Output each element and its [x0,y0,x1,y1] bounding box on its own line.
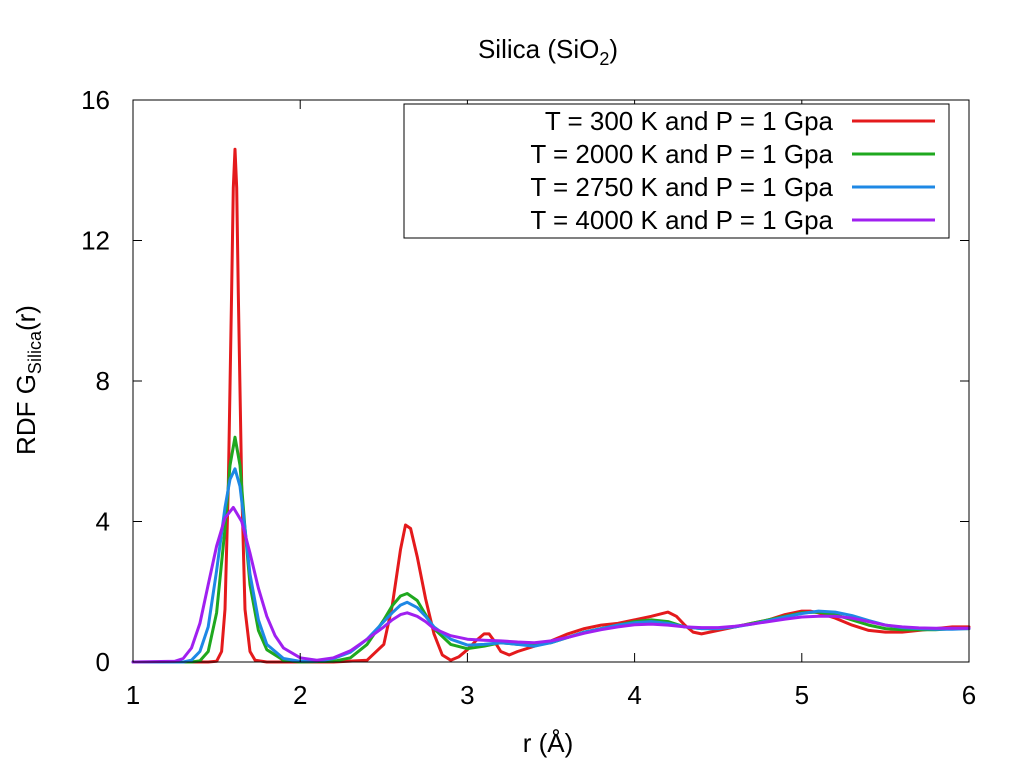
series-line-3 [131,467,971,664]
chart-title-suffix: ) [609,34,618,64]
x-tick-label: 2 [293,680,307,710]
legend-label-1: T = 300 K and P = 1 Gpa [545,106,834,136]
x-axis-label: r (Å) [523,728,574,758]
series-line-4 [131,505,971,664]
x-tick-label: 5 [795,680,809,710]
x-tick-label: 4 [627,680,641,710]
y-tick-label: 12 [81,226,110,256]
y-tick-label: 4 [96,507,110,537]
chart-title-main: Silica (SiO [478,34,599,64]
y-axis-label-subscript: Silica [25,330,45,374]
y-axis-label-prefix: RDF G [11,374,41,455]
x-tick-label: 1 [126,680,140,710]
y-tick-label: 0 [96,647,110,677]
y-axis-label-suffix: (r) [11,305,41,331]
x-tick-label: 6 [962,680,976,710]
y-tick-label: 16 [81,85,110,115]
legend-label-3: T = 2750 K and P = 1 Gpa [530,172,833,202]
chart-title-subscript: 2 [599,49,609,69]
series-layer [131,147,971,664]
legend-label-2: T = 2000 K and P = 1 Gpa [530,139,833,169]
y-axis-label: RDF GSilica(r) [11,305,45,455]
x-tick-label: 3 [460,680,474,710]
chart-title: Silica (SiO2) [478,34,618,69]
y-tick-label: 8 [96,366,110,396]
legend-label-4: T = 4000 K and P = 1 Gpa [530,205,833,235]
legend-box [403,103,950,239]
